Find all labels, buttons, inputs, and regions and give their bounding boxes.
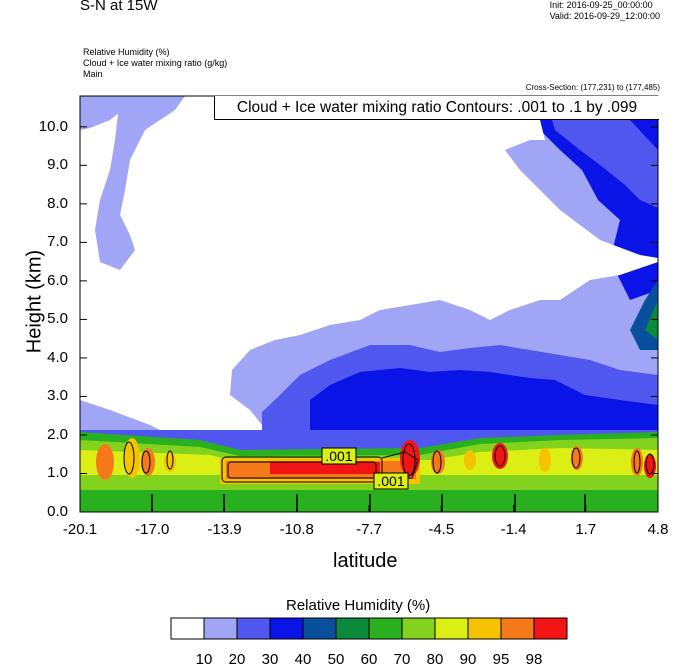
x-tick-label: -13.9	[207, 521, 242, 538]
x-tick-label: -7.7	[356, 521, 382, 538]
rh-blob	[124, 438, 140, 478]
contour-label-2: .001	[377, 473, 404, 489]
rh-blob	[464, 450, 476, 470]
contour-label-box	[321, 447, 357, 465]
rh-blob	[571, 446, 583, 470]
colorbar-swatch	[236, 617, 271, 640]
field-list: Relative Humidity (%) Cloud + Ice water …	[83, 47, 227, 80]
y-tick-label: 1.0	[47, 464, 68, 482]
x-tick-label: -4.5	[428, 521, 455, 538]
colorbar-swatch	[335, 617, 370, 640]
rh-blob	[141, 448, 155, 476]
colorbar	[170, 617, 568, 640]
rh-blob	[492, 443, 508, 469]
x-axis-label: latitude	[333, 550, 398, 572]
y-tick-label: 2.0	[47, 425, 68, 443]
rh-region-30	[520, 96, 658, 208]
rh-blob	[96, 444, 114, 480]
y-tick-label: 6.0	[47, 271, 68, 289]
x-tick-label: -17.0	[135, 521, 170, 538]
y-tick-label: 8.0	[47, 194, 68, 212]
colorbar-swatch	[203, 617, 238, 640]
colorbar-swatch	[269, 617, 304, 640]
rh-region-10-upper	[80, 96, 658, 450]
y-tick-label: 7.0	[47, 233, 68, 251]
y-tick-label: 4.0	[47, 348, 68, 366]
rh-blob	[431, 450, 445, 474]
rh-field	[80, 96, 658, 512]
init-time: Init: 2016-09-25_00:00:00	[549, 0, 653, 10]
colorbar-level-label: 98	[525, 651, 543, 668]
x-tick-label: -1.4	[500, 521, 527, 538]
colorbar-swatch	[401, 617, 436, 640]
x-tick-label: 1.7	[575, 521, 597, 538]
colorbar-level-label: 90	[459, 651, 477, 668]
colorbar-level-label: 50	[327, 651, 345, 668]
colorbar-level-label: 20	[228, 651, 246, 668]
y-tick-label: 0.0	[47, 503, 68, 520]
y-axis-label: Height (km)	[23, 249, 46, 354]
rh-region-60	[645, 300, 658, 340]
contour-label-1: .001	[325, 448, 352, 464]
valid-time: Valid: 2016-09-29_12:00:00	[549, 11, 660, 21]
x-tick-label: 4.8	[647, 521, 669, 538]
cross-section-label: Cross-Section: (177,231) to (177,485)	[525, 83, 660, 92]
contour-label-group: .001 .001	[321, 447, 409, 490]
colorbar-swatch	[368, 617, 403, 640]
colorbar-title: Relative Humidity (%)	[286, 597, 431, 614]
x-tick-label: -10.8	[279, 521, 314, 538]
field-rh: Relative Humidity (%)	[83, 47, 170, 57]
rh-core-98b	[270, 462, 380, 474]
y-tick-label: 10.0	[38, 117, 68, 135]
rh-blob	[539, 448, 551, 472]
plot-title: S-N at 15W	[80, 0, 158, 14]
colorbar-swatch	[467, 617, 502, 640]
colorbar-swatch	[533, 617, 568, 640]
colorbar-swatch	[302, 617, 337, 640]
colorbar-level-label: 10	[195, 651, 213, 668]
rh-blob	[644, 454, 656, 478]
colorbar-swatch	[170, 617, 205, 640]
time-info: Init: 2016-09-25_00:00:00 Valid: 2016-09…	[550, 0, 660, 22]
y-tick-label: 9.0	[47, 156, 68, 174]
y-tick-label: 3.0	[47, 387, 68, 405]
field-cloud-ice: Cloud + Ice water mixing ratio (g/kg)	[83, 58, 228, 68]
colorbar-level-label: 80	[426, 651, 444, 668]
colorbar-level-label: 40	[294, 651, 312, 668]
colorbar-swatch	[434, 617, 469, 640]
colorbar-swatch	[500, 617, 535, 640]
y-tick-label: 5.0	[47, 310, 68, 328]
contour-label-box	[373, 472, 409, 490]
field-main: Main	[83, 69, 103, 79]
rh-blob	[631, 448, 643, 476]
x-tick-label: -20.1	[62, 521, 98, 538]
axis-ticks	[79, 126, 659, 513]
contour-info-box: Cloud + Ice water mixing ratio Contours:…	[214, 96, 659, 120]
rh-region-40-band	[310, 368, 658, 440]
colorbar-level-label: 60	[360, 651, 378, 668]
rh-region-20-left	[95, 96, 185, 270]
colorbar-level-label: 30	[261, 651, 279, 668]
colorbar-level-label: 95	[492, 651, 510, 668]
colorbar-level-label: 70	[393, 651, 411, 668]
